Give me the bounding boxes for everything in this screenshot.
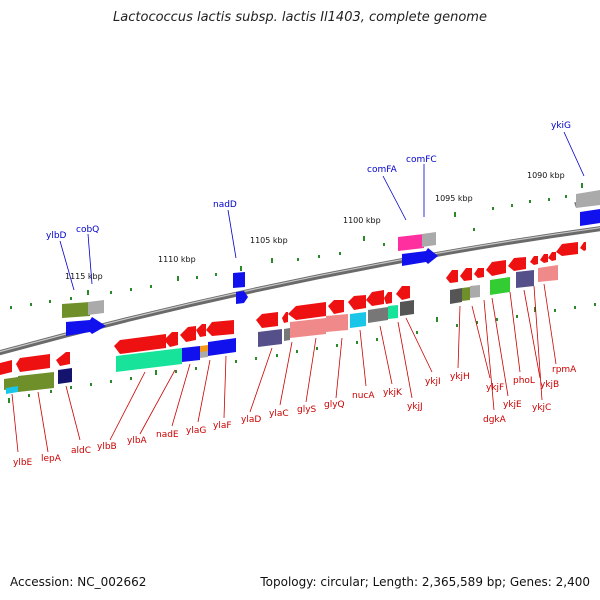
- gene-label-nucA: nucA: [352, 391, 375, 401]
- gene-label-nadD: nadD: [213, 200, 237, 210]
- gene-label-lepA: lepA: [41, 454, 62, 464]
- gene-label-ykjI: ykjI: [425, 377, 441, 387]
- gene-label-rpmA: rpmA: [552, 365, 577, 375]
- scale-label: 1105 kbp: [250, 236, 288, 245]
- gene-label-cobQ: cobQ: [76, 225, 99, 235]
- scale-label: 1095 kbp: [435, 194, 473, 203]
- gene-phoL: [516, 270, 534, 288]
- scale-label: 1115 kbp: [65, 272, 103, 281]
- scale-ring-bottom: [8, 303, 596, 403]
- gene-ykjH: [450, 288, 462, 304]
- gene-nucA: [350, 312, 366, 328]
- map-title: Lactococcus lactis subsp. lactis Il1403,…: [113, 10, 487, 25]
- gene-ykiG: [576, 190, 600, 208]
- gene-ylaC: [258, 329, 282, 347]
- gene-aldC: [58, 368, 72, 384]
- gene-label-ykjJ: ykjJ: [407, 402, 423, 412]
- top-label-leaders: [59, 131, 585, 291]
- gene-label-ylbA: ylbA: [127, 436, 148, 446]
- gene-label-ykjC: ykjC: [532, 403, 551, 413]
- gene-label-nadE: nadE: [156, 430, 179, 440]
- scale-label: 1110 kbp: [158, 255, 196, 264]
- gene-label-ykjK: ykjK: [383, 388, 403, 398]
- gene-label-ykjB: ykjB: [540, 380, 559, 390]
- gene-ykjK: [368, 307, 388, 323]
- top-labels: ylbD cobQ nadD comFA comFC ykiG: [46, 121, 571, 241]
- gene-comFC: [422, 232, 436, 247]
- gene-ykjE: [490, 277, 510, 295]
- gene-ylbD: [62, 302, 90, 318]
- gene-glyQ: [290, 318, 326, 338]
- gene-label-comFA: comFA: [367, 165, 398, 175]
- scale-ring-top: [10, 183, 583, 309]
- gene-label-glyS: glyS: [297, 405, 317, 415]
- gene-label-glyQ: glyQ: [324, 400, 345, 410]
- gene-label-phoL: phoL: [513, 376, 535, 386]
- scale-labels: 1115 kbp 1110 kbp 1105 kbp 1100 kbp 1095…: [65, 171, 565, 281]
- gene-ylbB: [114, 334, 166, 354]
- gene-label-ykjE: ykjE: [503, 400, 522, 410]
- gene-label-ylaF: ylaF: [213, 421, 232, 431]
- gene-lepA: [18, 372, 54, 392]
- gene-glyS: [288, 302, 326, 320]
- gene-label-ylaD: ylaD: [241, 415, 261, 425]
- gene-label-ylaC: ylaC: [269, 409, 289, 419]
- topology-label: Topology: circular; Length: 2,365,589 bp…: [260, 575, 590, 589]
- gene-nadE: [182, 346, 200, 362]
- gene-label-aldC: aldC: [71, 446, 91, 456]
- gene-label-ykjH: ykjH: [450, 372, 470, 382]
- gene-comFA: [398, 234, 424, 251]
- gene-ykjC: [538, 265, 558, 282]
- gene-ylaD: [256, 312, 278, 328]
- top-strand-genes: [62, 190, 600, 336]
- gene-nadD: [233, 272, 245, 288]
- gene-label-ylaG: ylaG: [186, 426, 206, 436]
- gene-label-ykiG: ykiG: [551, 121, 571, 131]
- scale-label: 1090 kbp: [527, 171, 565, 180]
- scale-label: 1100 kbp: [343, 216, 381, 225]
- accession-label: Accession: NC_002662: [10, 575, 147, 589]
- gene-ykjJ: [400, 300, 414, 316]
- gene-cobQ: [66, 317, 106, 336]
- gene-label-ylbD: ylbD: [46, 231, 67, 241]
- gene-label-ykjF: ykjF: [486, 383, 504, 393]
- gene-label-dgkA: dgkA: [483, 415, 507, 425]
- bottom-labels: ylbE lepA aldC ylbB ylbA nadE ylaG ylaF …: [13, 365, 577, 468]
- bottom-label-leaders: [11, 283, 557, 453]
- gene-label-ylbB: ylbB: [97, 442, 117, 452]
- bottom-strand-genes: [0, 242, 586, 394]
- gene-ylbA: [116, 348, 182, 372]
- gene-label-ylbE: ylbE: [13, 458, 33, 468]
- gene-label-comFC: comFC: [406, 155, 437, 165]
